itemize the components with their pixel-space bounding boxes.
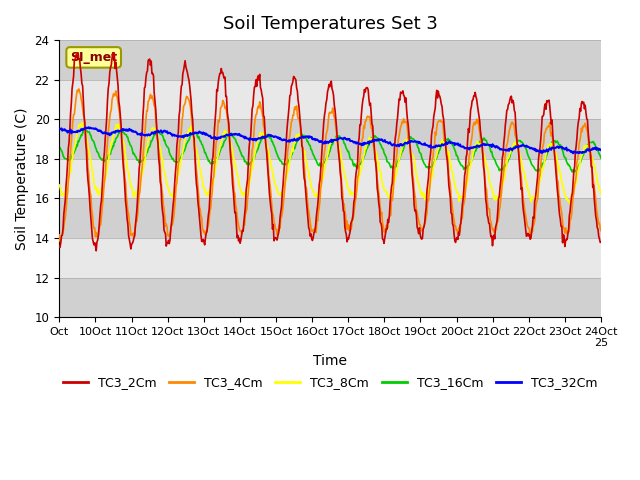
Bar [60, 119, 601, 159]
Bar [60, 277, 601, 317]
Title: Soil Temperatures Set 3: Soil Temperatures Set 3 [223, 15, 438, 33]
X-axis label: Time: Time [313, 354, 347, 368]
Y-axis label: Soil Temperature (C): Soil Temperature (C) [15, 108, 29, 250]
Legend: TC3_2Cm, TC3_4Cm, TC3_8Cm, TC3_16Cm, TC3_32Cm: TC3_2Cm, TC3_4Cm, TC3_8Cm, TC3_16Cm, TC3… [58, 371, 602, 394]
Text: SI_met: SI_met [70, 51, 117, 64]
Bar [60, 198, 601, 238]
Bar [60, 40, 601, 80]
